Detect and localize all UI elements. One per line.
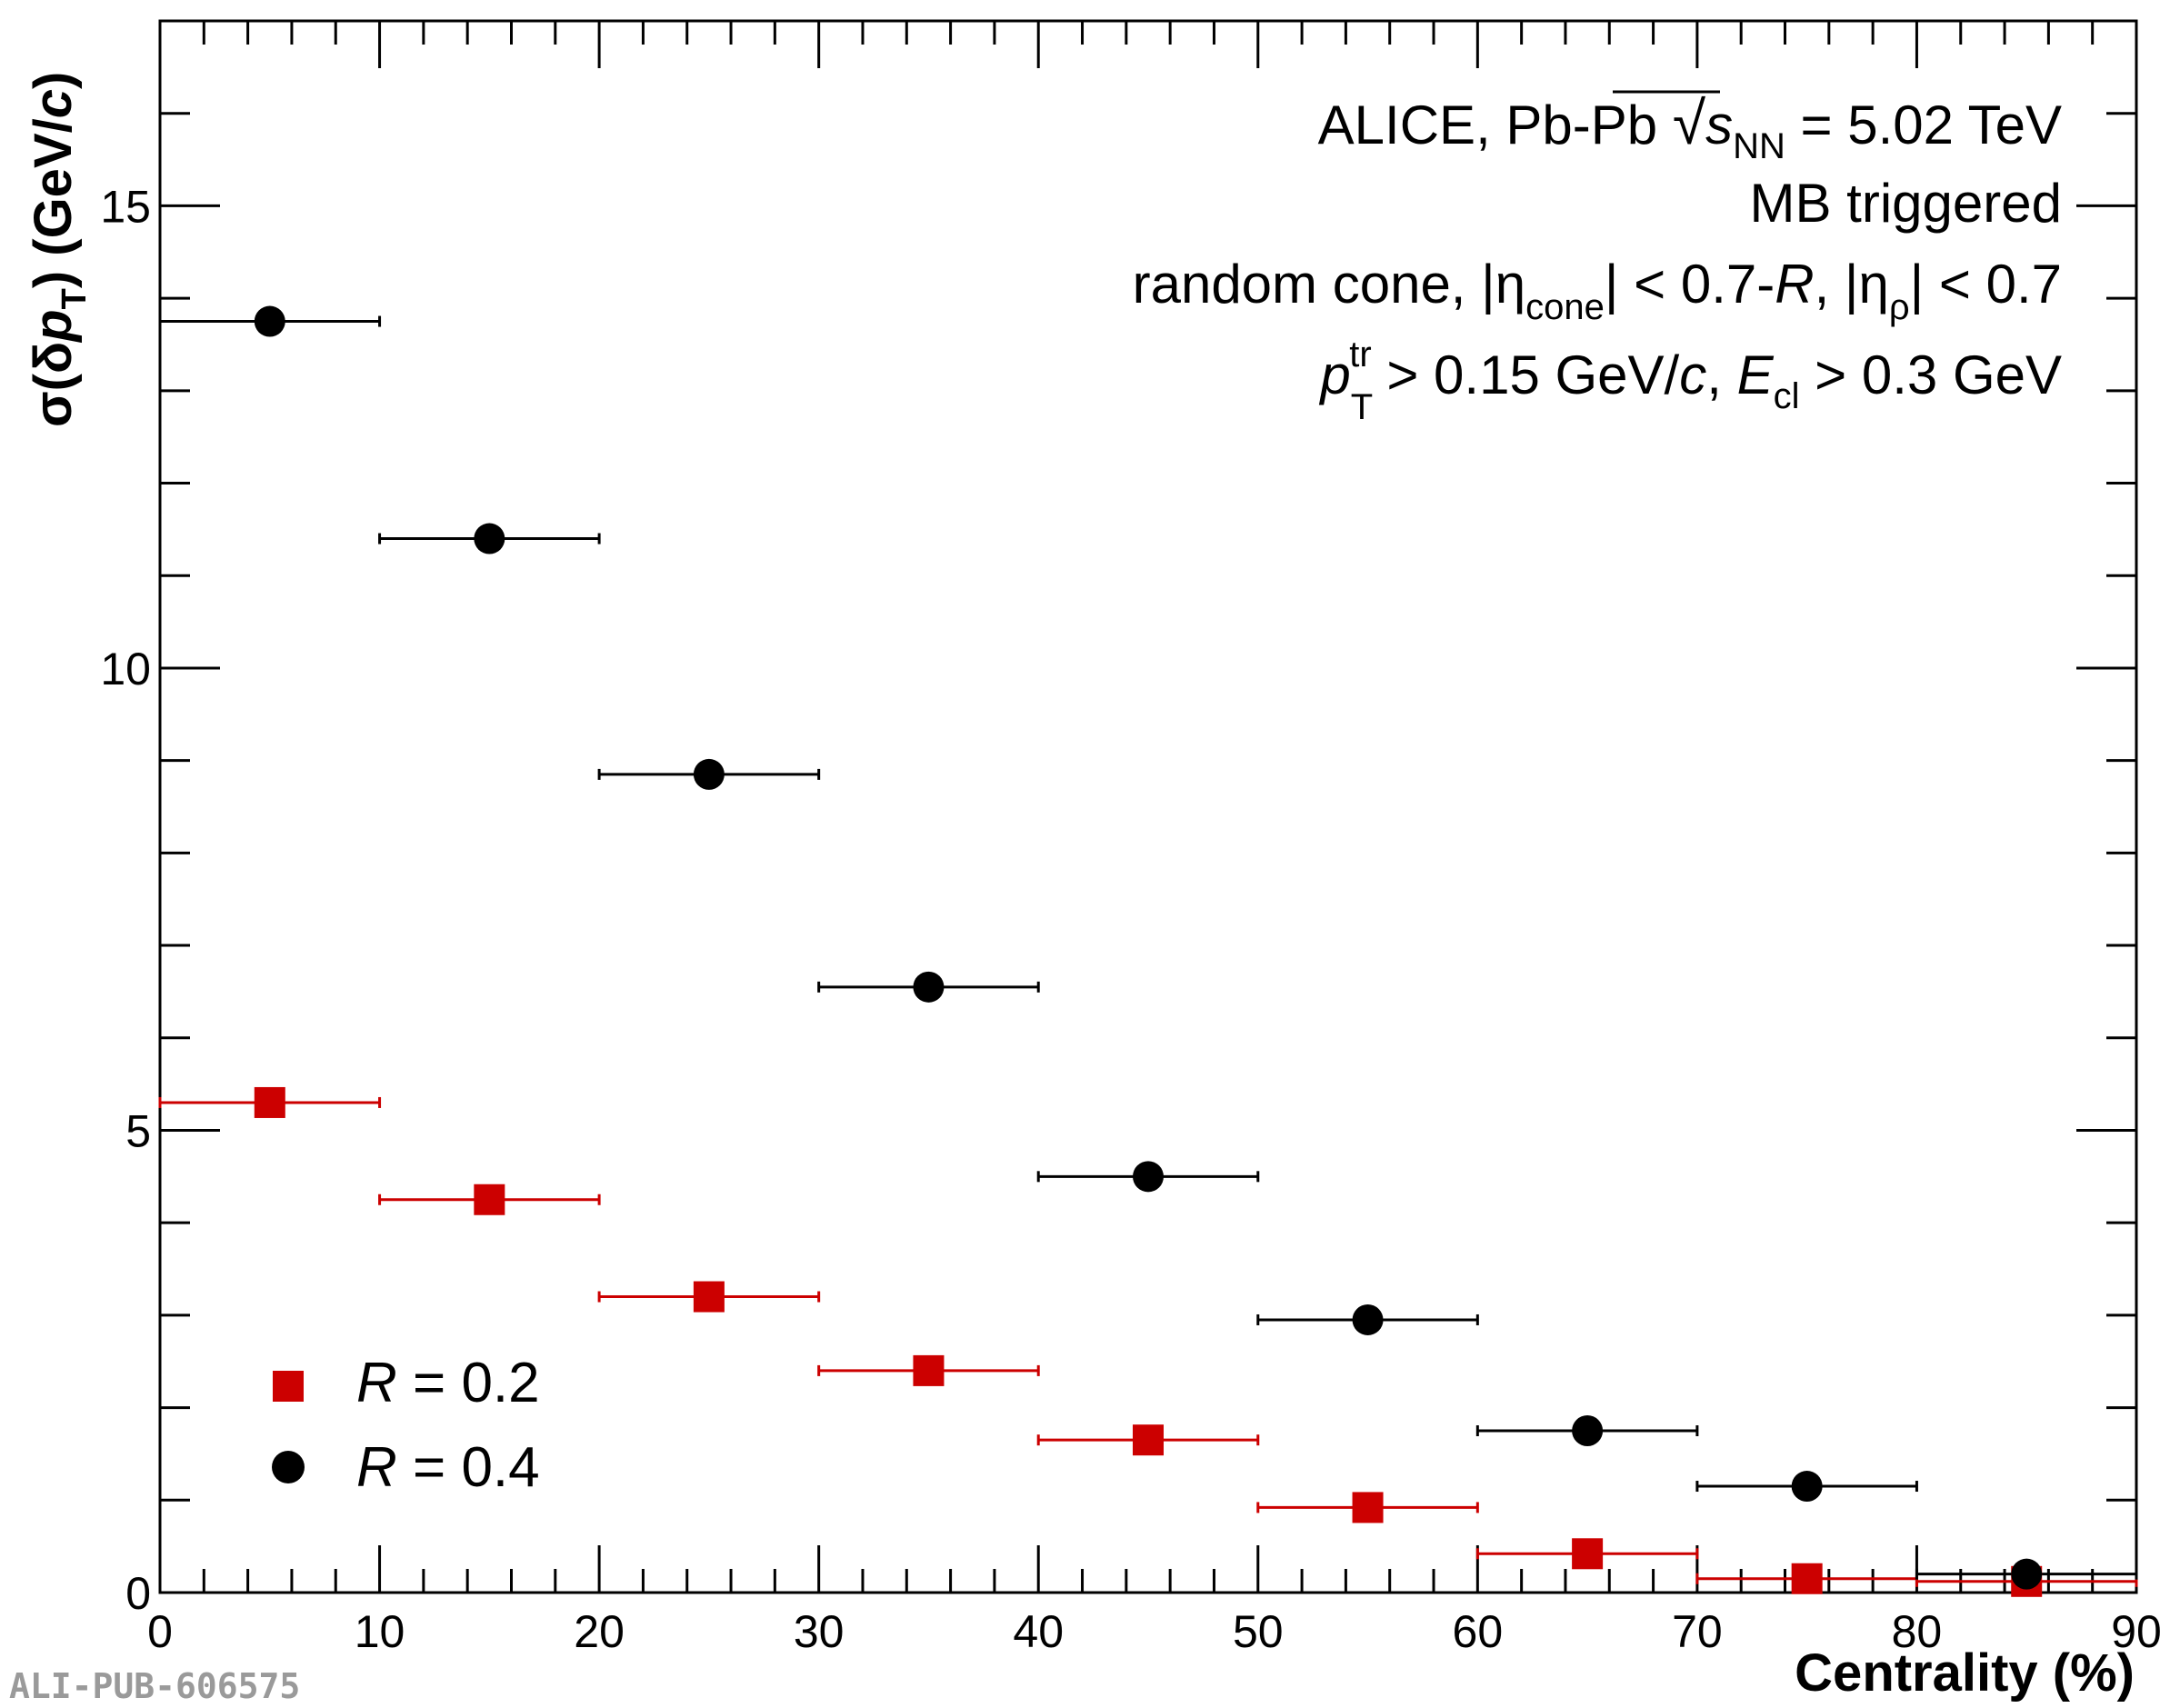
data-point-r02 (1572, 1538, 1604, 1570)
axis-ticks (158, 19, 2138, 1594)
annotation-line-4: pTtr > 0.15 GeV/c, Ecl > 0.3 GeV (1318, 335, 2062, 427)
legend-label-r02: R = 0.2 (356, 1352, 540, 1414)
data-point-r04 (1352, 1303, 1384, 1335)
x-tick-label: 30 (794, 1606, 845, 1657)
y-axis-title: σ(δpT) (GeV/c) (24, 72, 94, 427)
y-tick-label: 15 (100, 181, 151, 232)
data-point-r02 (1352, 1492, 1384, 1523)
data-point-r04 (1572, 1415, 1604, 1447)
data-point-r02 (1133, 1424, 1164, 1456)
axis-tick-labels: 0 10 20 30 40 50 60 70 80 90 0 5 10 15 (100, 181, 2161, 1657)
legend-marker-r02 (273, 1371, 304, 1402)
x-tick-label: 10 (355, 1606, 405, 1657)
data-point-r02 (693, 1281, 725, 1313)
data-point-r04 (1133, 1161, 1164, 1193)
x-tick-label: 40 (1013, 1606, 1064, 1657)
data-point-r04 (693, 758, 725, 790)
annotation-line-2: MB triggered (1750, 173, 2062, 234)
data-point-r02 (474, 1184, 505, 1215)
legend: R = 0.2 R = 0.4 (272, 1352, 540, 1499)
y-tick-label: 5 (125, 1105, 151, 1156)
x-tick-label: 70 (1672, 1606, 1723, 1657)
x-tick-label: 90 (2111, 1606, 2162, 1657)
data-points (254, 305, 2043, 1597)
annotation-line-1: ALICE, Pb-Pb √sNN = 5.02 TeV (1318, 89, 2062, 166)
x-tick-label: 20 (574, 1606, 625, 1657)
data-point-r02 (254, 1086, 285, 1118)
annotation-line-3: random cone, |ηcone| < 0.7-R, |ηρ| < 0.7 (1133, 254, 2062, 327)
x-tick-label: 50 (1233, 1606, 1284, 1657)
annotation-block: ALICE, Pb-Pb √sNN = 5.02 TeV MB triggere… (1133, 89, 2062, 427)
data-point-r02 (1791, 1563, 1823, 1594)
data-point-r04 (2011, 1558, 2043, 1590)
plot-frame (158, 19, 2138, 1594)
watermark: ALI-PUB-606575 (9, 1666, 300, 1706)
data-point-r04 (474, 523, 505, 554)
x-tick-label: 0 (147, 1606, 173, 1657)
data-point-r04 (1791, 1471, 1823, 1503)
sqrt-symbol: √ (1673, 89, 1706, 156)
legend-marker-r04 (272, 1451, 305, 1483)
data-point-r02 (913, 1354, 945, 1386)
y-tick-label: 10 (100, 644, 151, 694)
data-point-r04 (913, 971, 945, 1003)
legend-label-r04: R = 0.4 (356, 1436, 540, 1499)
x-axis-title: Centrality (%) (1795, 1643, 2135, 1703)
y-tick-label: 0 (125, 1568, 151, 1619)
data-point-r04 (254, 305, 285, 337)
x-tick-label: 60 (1453, 1606, 1504, 1657)
x-tick-label: 80 (1892, 1606, 1943, 1657)
